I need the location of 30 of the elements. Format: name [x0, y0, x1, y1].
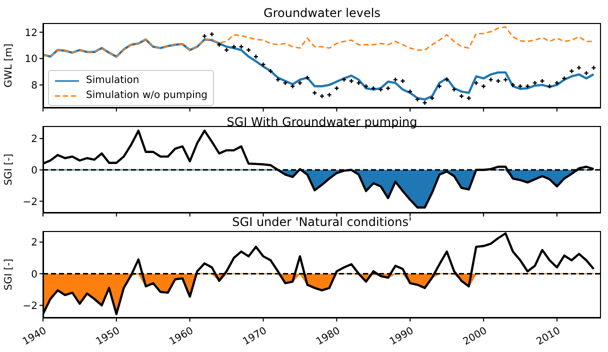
y-axis-title: GWL [m]	[4, 43, 15, 88]
point	[562, 76, 567, 81]
y-axis-title: SGI [-]	[4, 258, 15, 290]
chart-title: Groundwater levels	[262, 5, 382, 21]
legend-label: Simulation w/o pumping	[86, 90, 208, 101]
chart-title: SGI With Groundwater pumping	[226, 114, 418, 130]
line-series	[43, 26, 594, 58]
point	[444, 77, 450, 82]
point	[334, 86, 340, 91]
y-axis-title: SGI [-]	[4, 154, 15, 186]
point	[518, 84, 523, 89]
y-tick-label: 10	[24, 54, 38, 66]
y-tick-label: 0	[31, 165, 38, 176]
point	[304, 75, 310, 80]
y-tick-label: 12	[24, 28, 38, 39]
y-tick-label: 2	[31, 134, 38, 146]
y-tick-label: 2	[31, 238, 38, 249]
chart-title: SGI under 'Natural conditions'	[231, 214, 413, 230]
point	[326, 92, 332, 98]
line-series	[43, 38, 595, 101]
legend-label: Simulation	[86, 75, 140, 86]
point	[238, 44, 244, 50]
point	[422, 100, 428, 106]
y-tick-label: 8	[31, 80, 38, 92]
point	[216, 42, 222, 48]
point	[312, 90, 318, 96]
y-tick-label: −2	[22, 300, 38, 312]
y-tick-label: −2	[22, 196, 38, 208]
point	[591, 65, 596, 70]
y-tick-label: 0	[31, 269, 38, 280]
